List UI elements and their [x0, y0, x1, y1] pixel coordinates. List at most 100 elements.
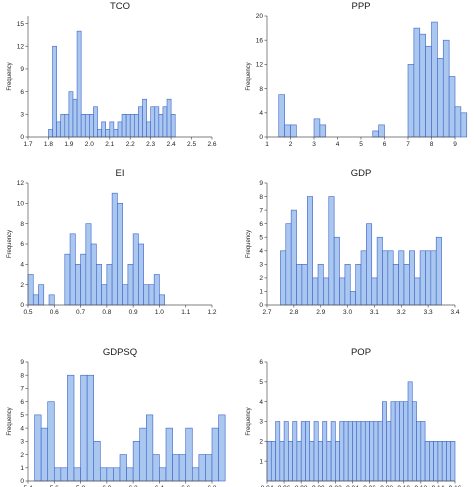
histogram-bar — [369, 421, 375, 482]
histogram-bar — [145, 414, 154, 482]
x-tick-label: 2.3 — [146, 141, 155, 148]
y-tick-label: 1 — [259, 289, 263, 296]
histogram-bar — [205, 454, 213, 482]
histogram-bar — [360, 250, 367, 306]
histogram-bar — [113, 467, 121, 482]
histogram-bar — [132, 233, 139, 306]
histogram-bar — [355, 264, 362, 306]
x-tick-label: 9.04 — [346, 485, 359, 487]
histogram-bar — [125, 114, 131, 138]
y-tick-label: 6 — [20, 89, 24, 96]
histogram-bar — [382, 401, 387, 482]
histogram-bar — [290, 209, 297, 306]
x-tick-label: 9.10 — [397, 485, 410, 487]
histogram-bar — [399, 401, 405, 482]
y-tick-label: 4 — [259, 110, 263, 117]
y-axis-label: Frequency — [7, 62, 13, 90]
x-tick-label: 2.5 — [187, 141, 196, 148]
x-tick-label: 1.7 — [23, 141, 32, 148]
histogram-bar — [288, 441, 293, 482]
histogram-bar — [407, 64, 415, 138]
histogram-bar — [150, 106, 156, 138]
x-tick-label: 6.2 — [129, 485, 138, 487]
histogram-bar — [270, 441, 276, 482]
histogram-bar — [335, 441, 340, 482]
histogram-bar — [117, 121, 123, 138]
histogram-bar — [360, 421, 366, 482]
histogram-bar — [349, 291, 356, 306]
histogram-bar — [278, 94, 285, 138]
histogram-bar — [153, 274, 160, 306]
histogram-bar — [390, 401, 396, 482]
histogram-bar — [419, 250, 426, 306]
histogram-bar — [80, 253, 87, 306]
y-tick-label: 7 — [20, 386, 24, 393]
histogram-bar — [437, 441, 443, 482]
histogram-bar — [185, 427, 193, 482]
x-tick-label: 2 — [289, 141, 293, 148]
x-tick-label: 2.0 — [85, 141, 94, 148]
histogram-bar — [52, 45, 57, 138]
y-axis-label: Frequency — [246, 62, 252, 90]
x-tick-label: 9.00 — [312, 485, 325, 487]
histogram-bar — [60, 114, 66, 138]
histogram-bar — [158, 114, 164, 138]
x-tick-label: 9.16 — [449, 485, 462, 487]
y-tick-label: 9 — [20, 66, 24, 73]
y-tick-label: 4 — [20, 425, 24, 432]
y-tick-label: 7 — [259, 207, 263, 214]
x-tick-label: 3 — [312, 141, 316, 148]
histogram-bar — [416, 421, 422, 482]
y-tick-label: 6 — [259, 221, 263, 228]
y-tick-label: 4 — [259, 248, 263, 255]
y-tick-label: 5 — [259, 379, 263, 386]
x-tick-label: 7 — [406, 141, 410, 148]
histogram-bar — [154, 106, 160, 138]
histogram-bar — [72, 98, 78, 138]
histogram-bar — [403, 401, 409, 482]
histogram-bar — [40, 427, 49, 482]
histogram-bar — [170, 114, 176, 138]
histogram-bar — [394, 401, 400, 482]
histogram-bar — [352, 421, 358, 482]
histogram-bar — [317, 264, 324, 306]
histogram-bar — [312, 277, 319, 306]
y-axis-label: Frequency — [7, 407, 13, 435]
histogram-bar — [330, 421, 336, 482]
histogram-bar — [218, 414, 226, 482]
histogram-bar — [172, 454, 180, 482]
histogram-bar — [409, 250, 416, 306]
y-tick-label: 9 — [20, 359, 24, 366]
histogram-bar — [121, 114, 127, 138]
histogram-bar — [424, 441, 430, 482]
histogram-bar — [392, 264, 399, 306]
histogram-bar — [306, 196, 313, 306]
y-tick-label: 8 — [259, 194, 263, 201]
histogram-bar — [300, 421, 306, 482]
histogram-bar — [27, 274, 34, 306]
histogram-bar — [398, 250, 405, 306]
histogram-bar — [134, 114, 139, 138]
y-tick-label: 1 — [20, 465, 24, 472]
histogram-bar — [138, 106, 143, 138]
histogram-bar — [414, 277, 421, 306]
histogram-bar — [460, 112, 468, 138]
panel-ei: EI Frequency 0.5 0.6 0.7 0.8 0.9 1.0 1.1 1.2 0 2 4 6 8… — [7, 168, 217, 316]
histogram-bar — [373, 421, 379, 482]
histogram-bar — [101, 284, 108, 306]
histogram-bar — [126, 467, 134, 482]
histogram-bar — [323, 277, 330, 306]
x-tick-label: 8.98 — [295, 485, 308, 487]
x-tick-label: 1.0 — [155, 309, 164, 316]
histogram-bar — [420, 421, 426, 482]
x-tick-label: 8 — [430, 141, 434, 148]
x-tick-label: 9 — [453, 141, 457, 148]
y-tick-label: 12 — [17, 180, 25, 187]
histogram-bar — [38, 284, 45, 306]
histogram-bar — [333, 236, 340, 306]
y-axis-label: Frequency — [246, 407, 252, 435]
histogram-bar — [101, 121, 106, 138]
panel-gdp: GDP Frequency 2.7 2.8 2.9 3.0 3.1 3.2 3.3 3.4 0 1 2 3… — [246, 168, 460, 316]
x-tick-label: 9.12 — [414, 485, 427, 487]
x-tick-label: 9.08 — [380, 485, 393, 487]
